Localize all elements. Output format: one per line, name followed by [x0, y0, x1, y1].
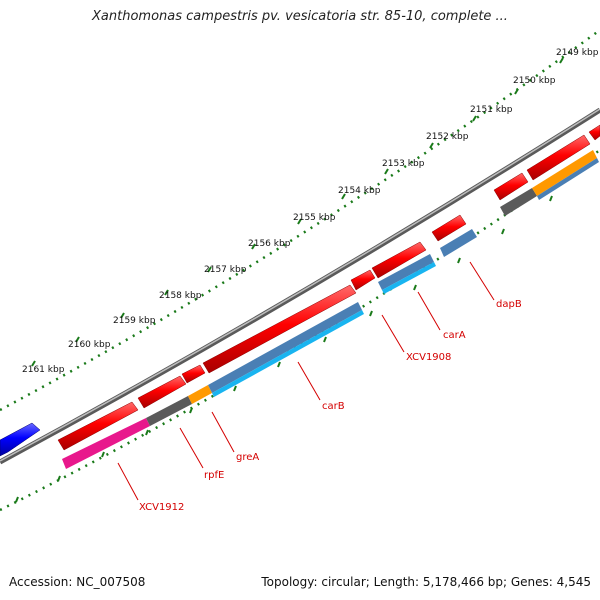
tick-label-2159: 2159 kbp — [113, 316, 156, 326]
gene-labels: XCV1912 rpfE greA carB XCV1908 carA dapB — [139, 299, 522, 513]
gene-arrow-dapb[interactable] — [431, 214, 467, 242]
label-leaders — [117, 261, 495, 501]
cds-carb[interactable] — [208, 302, 362, 393]
gene-label-dapb[interactable]: dapB — [496, 299, 522, 310]
tick-label-2150: 2150 kbp — [513, 76, 556, 86]
gene-arrow-cara[interactable] — [371, 241, 427, 279]
outer-major-ticks — [31, 57, 564, 367]
gene-arrow-a[interactable] — [493, 172, 529, 201]
outer-scale-arc — [0, 28, 600, 412]
cds-grea[interactable] — [188, 385, 212, 404]
gene-arrows — [0, 124, 600, 457]
gene-arrow-b[interactable] — [526, 134, 591, 181]
gene-arrow-blue[interactable] — [0, 422, 41, 457]
cds-rpfe[interactable] — [146, 396, 192, 426]
accession-text: Accession: NC_007508 — [9, 575, 146, 589]
gene-arrow-xcv1912[interactable] — [57, 401, 139, 451]
kbp-labels: 2149 kbp 2150 kbp 2151 kbp 2152 kbp 2153… — [22, 48, 599, 375]
gene-arrow-rpfe[interactable] — [137, 375, 187, 409]
gene-arrow-grea[interactable] — [181, 364, 206, 384]
cds-b[interactable] — [532, 150, 597, 196]
inner-major-ticks — [15, 195, 553, 503]
cds-xcv1912[interactable] — [62, 418, 150, 469]
tick-label-2149: 2149 kbp — [556, 48, 599, 58]
cds-bands — [62, 150, 599, 469]
tick-label-2153: 2153 kbp — [382, 159, 425, 169]
gene-label-grea[interactable]: greA — [236, 452, 259, 463]
tick-label-2152: 2152 kbp — [426, 132, 469, 142]
tick-label-2156: 2156 kbp — [248, 239, 291, 249]
cds-cara[interactable] — [378, 254, 434, 290]
cds-dapb[interactable] — [440, 229, 477, 257]
gene-label-xcv1912[interactable]: XCV1912 — [139, 502, 184, 513]
tick-label-2160: 2160 kbp — [68, 340, 111, 350]
gene-label-xcv1908[interactable]: XCV1908 — [406, 352, 451, 363]
tick-label-2155: 2155 kbp — [293, 213, 336, 223]
tick-label-2154: 2154 kbp — [338, 186, 381, 196]
gene-arrow-xcv1908[interactable] — [350, 269, 376, 291]
gene-arrow-carb[interactable] — [202, 284, 357, 374]
cds-a[interactable] — [500, 188, 537, 216]
gene-label-cara[interactable]: carA — [443, 330, 466, 341]
tick-label-2158: 2158 kbp — [159, 291, 202, 301]
map-title: Xanthomonas campestris pv. vesicatoria s… — [92, 9, 508, 24]
gene-label-rpfe[interactable]: rpfE — [204, 470, 224, 481]
tick-label-2151: 2151 kbp — [470, 105, 513, 115]
gene-arrow-c[interactable] — [588, 124, 600, 141]
tick-label-2161: 2161 kbp — [22, 365, 65, 375]
genome-backbone — [0, 107, 600, 465]
genome-summary-text: Topology: circular; Length: 5,178,466 bp… — [261, 575, 591, 589]
gene-label-carb[interactable]: carB — [322, 401, 345, 412]
tick-label-2157: 2157 kbp — [204, 265, 247, 275]
